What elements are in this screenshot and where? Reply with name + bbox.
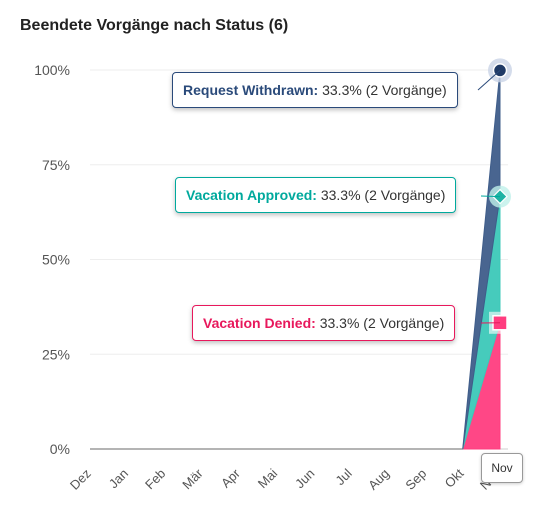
x-tick-label: Apr: [218, 465, 243, 490]
x-tick-label: Jul: [332, 466, 354, 488]
x-tick-label: Feb: [142, 466, 168, 492]
tooltip-vacation-denied: Vacation Denied: 33.3% (2 Vorgänge): [192, 305, 456, 341]
tooltip-value: 33.3% (2 Vorgänge): [319, 315, 445, 331]
tooltip-request-withdrawn: Request Withdrawn: 33.3% (2 Vorgänge): [172, 72, 458, 108]
y-tick-label: 100%: [34, 62, 70, 78]
tooltip-connector: [477, 70, 501, 91]
tooltip-connector: [480, 195, 501, 198]
x-tick-label: Jun: [292, 466, 317, 491]
x-tick-label: Dez: [67, 466, 94, 493]
x-tick-label: Jan: [106, 466, 131, 491]
tooltip-label: Request Withdrawn:: [183, 82, 319, 98]
y-tick-label: 25%: [42, 346, 70, 362]
y-tick-label: 50%: [42, 252, 70, 268]
x-tick-label: Sep: [402, 466, 429, 493]
x-tick-label: Aug: [365, 466, 392, 493]
tooltip-label: Vacation Denied:: [203, 315, 316, 331]
x-tick-label: Okt: [442, 465, 467, 490]
y-tick-label: 75%: [42, 157, 70, 173]
y-tick-label: 0%: [50, 441, 70, 457]
x-tick-label: Mär: [179, 465, 206, 492]
x-hover-badge: Nov: [481, 453, 523, 483]
tooltip-label: Vacation Approved:: [186, 187, 317, 203]
tooltip-value: 33.3% (2 Vorgänge): [320, 187, 446, 203]
tooltip-vacation-approved: Vacation Approved: 33.3% (2 Vorgänge): [175, 177, 457, 213]
x-tick-label: Mai: [255, 466, 280, 491]
chart-title: Beendete Vorgänge nach Status (6): [20, 17, 289, 34]
area-vacation-denied: [90, 322, 501, 450]
tooltip-value: 33.3% (2 Vorgänge): [322, 82, 447, 98]
